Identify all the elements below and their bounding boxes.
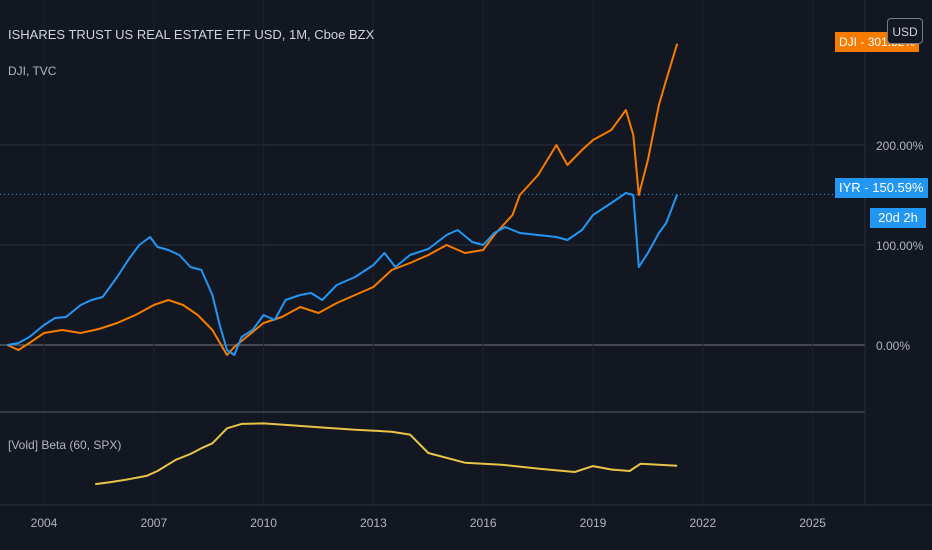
iyr-label-name: IYR — [839, 180, 861, 195]
x-tick-label: 2010 — [250, 516, 277, 530]
x-tick-label: 2022 — [689, 516, 716, 530]
dji-label-sep: - — [860, 35, 868, 49]
iyr-countdown-label: 20d 2h — [870, 208, 926, 228]
x-tick-label: 2007 — [140, 516, 167, 530]
beta-series-line — [95, 422, 678, 486]
grid — [0, 0, 865, 505]
x-tick-label: 2019 — [580, 516, 607, 530]
x-tick-label: 2013 — [360, 516, 387, 530]
y-tick-label: 0.00% — [876, 339, 910, 353]
compare-symbol-label[interactable]: DJI, TVC — [8, 64, 57, 78]
dji-label-name: DJI — [839, 35, 857, 49]
iyr-series-line — [7, 192, 679, 356]
indicator-title[interactable]: [Vold] Beta (60, SPX) — [8, 438, 122, 452]
iyr-label-value: 150.59% — [872, 180, 924, 195]
iyr-price-label: IYR - 150.59% — [835, 178, 928, 198]
series-layer — [6, 43, 679, 486]
axis-layer: 0.00% 100.00% 200.00% 2004 2007 2010 2013 2016 2… — [31, 139, 924, 530]
chart-title: ISHARES TRUST US REAL ESTATE ETF USD, 1M… — [8, 27, 375, 42]
x-tick-label: 2025 — [799, 516, 826, 530]
y-tick-label: 100.00% — [876, 239, 924, 253]
x-tick-label: 2004 — [31, 516, 58, 530]
dji-series-line — [6, 43, 679, 356]
iyr-label-sep: - — [864, 180, 873, 195]
x-tick-label: 2016 — [470, 516, 497, 530]
y-tick-label: 200.00% — [876, 139, 924, 153]
currency-button[interactable]: USD — [887, 18, 923, 44]
